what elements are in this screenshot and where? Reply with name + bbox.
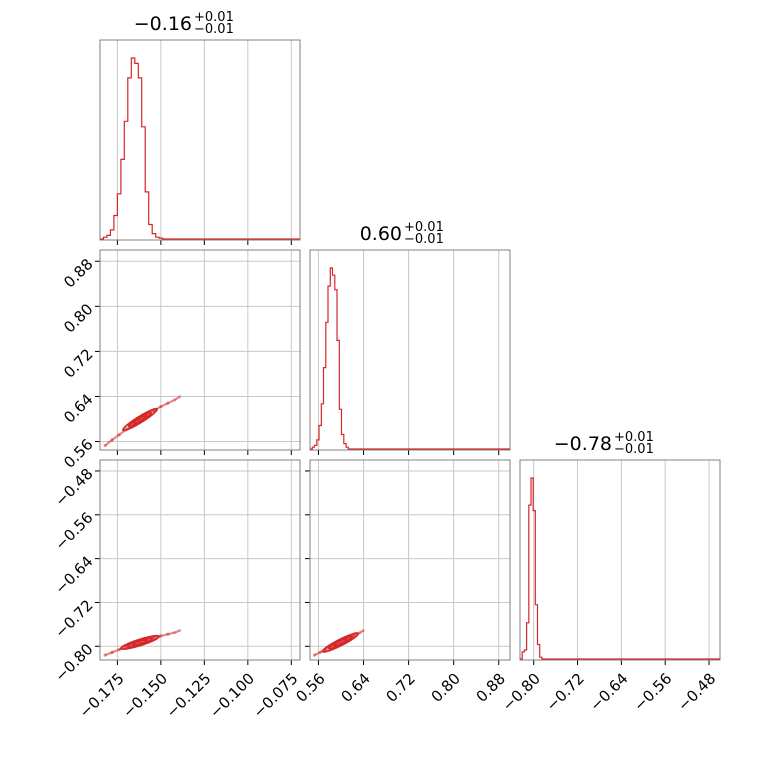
panel-frame [309,459,511,661]
title-value: −0.16 [134,13,192,35]
x-tick-label: −0.64 [586,670,631,715]
title-value: −0.78 [554,433,612,455]
title-minus: −0.01 [404,232,444,247]
x-tick-label: 0.64 [337,670,373,706]
y-tick-label: 0.72 [60,345,96,381]
panel-title: 0.60 +0.01−0.01 [360,220,444,247]
title-plus: +0.01 [404,220,444,235]
density-trace [314,629,365,657]
contour-level [132,639,148,646]
y-tick-label: −0.80 [51,640,96,685]
panel-frame [519,459,721,661]
contour-level [333,638,348,647]
title-plus: +0.01 [194,10,234,25]
histogram-1 [310,267,510,450]
title-minus: −0.01 [194,22,234,37]
x-tick-label: −0.56 [630,670,675,715]
panel-title: −0.16 +0.01−0.01 [134,10,234,37]
x-tick-label: 0.80 [428,670,464,706]
x-tick-label: −0.150 [119,670,171,722]
panel-title: −0.78 +0.01−0.01 [554,430,654,457]
x-tick-label: −0.48 [674,670,719,715]
y-tick-label: 0.88 [60,255,96,291]
y-tick-label: −0.56 [51,509,96,554]
x-tick-label: −0.100 [206,670,258,722]
y-tick-label: 0.64 [60,390,96,426]
density-trace [104,629,181,657]
panel-frame [99,249,301,451]
y-tick-label: 0.56 [60,435,96,471]
x-tick-label: 0.56 [292,670,328,706]
y-tick-label: −0.48 [51,465,96,510]
y-tick-label: −0.72 [51,596,96,641]
contour-level [133,414,147,425]
x-tick-label: −0.125 [163,670,215,722]
x-tick-label: −0.175 [76,670,128,722]
histogram-0 [100,57,300,240]
panel-frame [99,459,301,661]
x-tick-label: −0.72 [543,670,588,715]
title-value: 0.60 [360,223,402,245]
title-minus: −0.01 [614,442,654,457]
panel-frame [309,249,511,451]
y-tick-label: 0.80 [60,300,96,336]
y-tick-label: −0.64 [51,552,96,597]
histogram-2 [520,477,720,660]
title-plus: +0.01 [614,430,654,445]
x-tick-label: −0.80 [499,670,544,715]
panel-frame [99,39,301,241]
x-tick-label: 0.72 [382,670,418,706]
